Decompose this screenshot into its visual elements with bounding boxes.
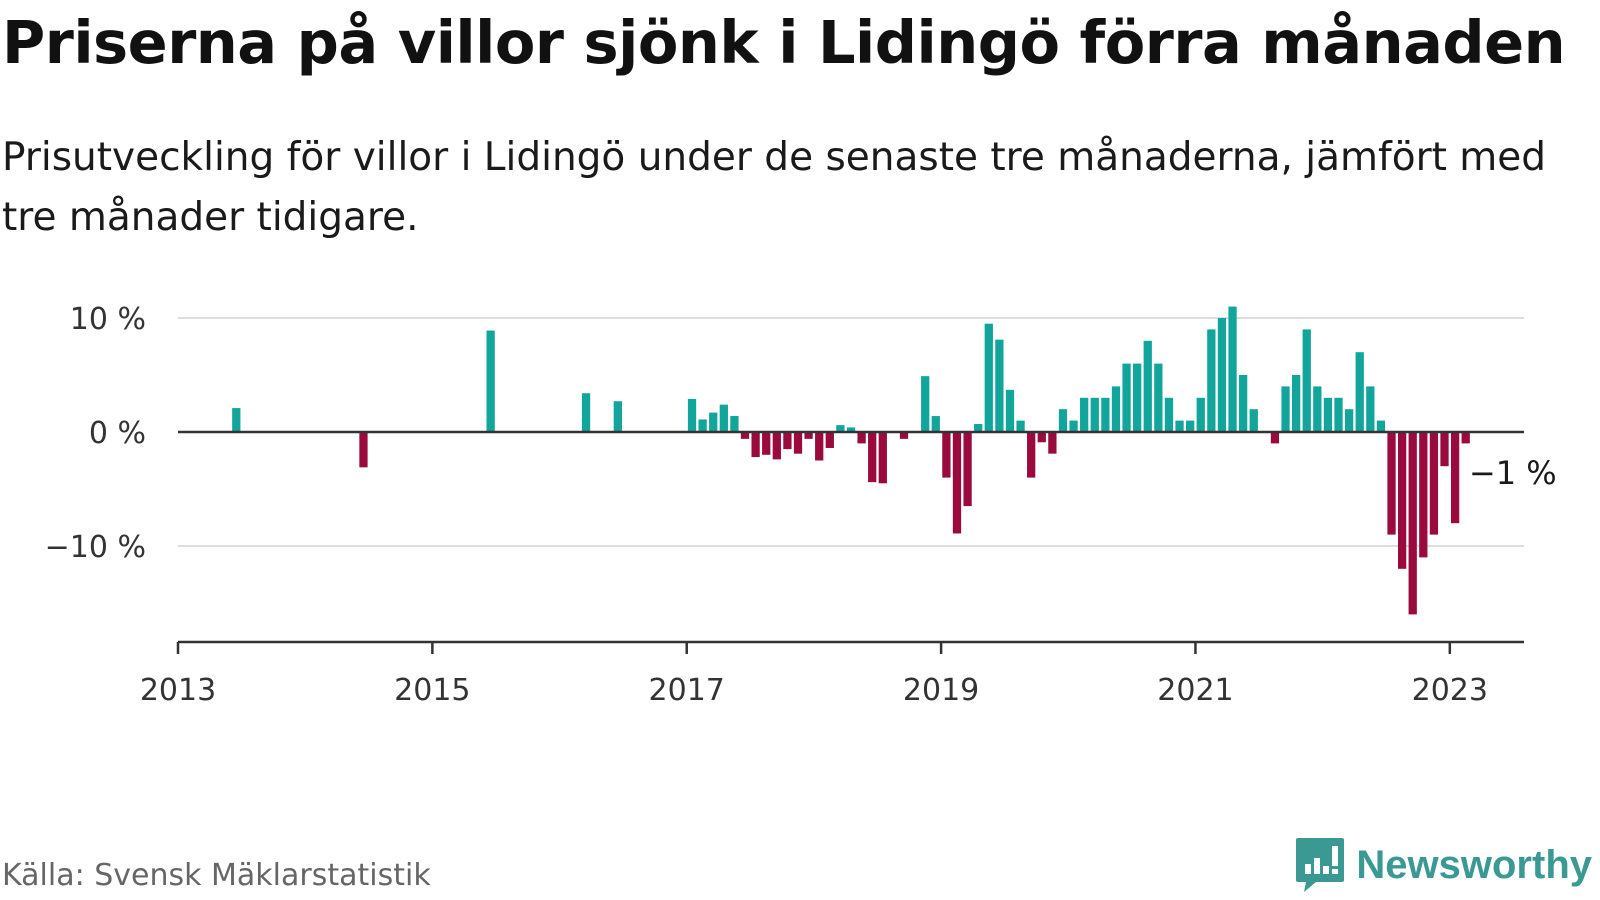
bar <box>963 432 972 507</box>
axes <box>176 430 1524 654</box>
bar <box>1037 432 1046 443</box>
bar <box>1313 386 1322 432</box>
bar <box>359 432 368 468</box>
bar <box>783 432 792 450</box>
bar <box>974 424 983 432</box>
x-tick-label: 2015 <box>394 673 470 708</box>
bar <box>1111 386 1121 432</box>
bar <box>762 432 771 455</box>
bar <box>1440 432 1449 467</box>
newsworthy-logo-icon <box>1296 838 1345 892</box>
bar <box>1355 352 1364 432</box>
bar <box>942 432 951 478</box>
bar <box>772 432 781 460</box>
bar <box>1122 363 1131 432</box>
chart-subtitle: Prisutveckling för villor i Lidingö unde… <box>2 135 1547 240</box>
bar <box>1249 409 1258 432</box>
bar <box>1387 432 1396 535</box>
y-tick-label: 0 % <box>89 416 146 451</box>
bar <box>1302 329 1311 432</box>
last-value-annotation: −1 % <box>1469 454 1557 492</box>
bar <box>1069 420 1078 432</box>
bar <box>931 416 940 432</box>
bar <box>613 401 622 432</box>
bar <box>1334 397 1343 432</box>
x-tick-label: 2017 <box>649 673 725 708</box>
x-tick-label: 2013 <box>140 673 216 708</box>
bar <box>857 432 866 444</box>
brand-name: Newsworthy <box>1356 842 1592 887</box>
bar <box>868 432 877 483</box>
bar <box>1376 420 1386 432</box>
bar <box>687 398 697 432</box>
bar <box>1344 409 1354 432</box>
bars <box>232 306 1470 615</box>
bar <box>709 412 718 432</box>
x-tick-label: 2021 <box>1157 673 1233 708</box>
bar <box>846 427 856 432</box>
bar <box>1239 375 1248 432</box>
y-tick-label: 10 % <box>70 302 146 337</box>
bar <box>984 323 993 432</box>
bar <box>1270 432 1280 444</box>
bar-chart: 10 % 0 % −10 % 2013 2015 2017 2019 2021 2023 −1 % <box>44 302 1561 708</box>
source-note: Källa: Svensk Mäklarstatistik <box>2 858 431 893</box>
bar <box>719 404 728 432</box>
bar <box>1419 432 1428 558</box>
bar <box>995 339 1004 432</box>
bar <box>1154 363 1163 432</box>
bar <box>1366 386 1375 432</box>
bar <box>921 376 930 432</box>
bar <box>740 432 750 439</box>
bar <box>730 416 739 432</box>
x-tick-label: 2023 <box>1412 673 1488 708</box>
chart-title: Priserna på villor sjönk i Lidingö förra… <box>2 8 1566 77</box>
bar <box>1143 340 1152 432</box>
bar <box>1450 432 1460 524</box>
bar <box>1196 397 1205 432</box>
bar <box>1408 432 1417 615</box>
bar <box>1164 397 1174 432</box>
bar <box>1281 386 1290 432</box>
bar <box>1429 432 1439 535</box>
bar <box>751 432 760 458</box>
bar <box>836 425 845 432</box>
bar <box>952 432 962 534</box>
bar <box>1207 329 1216 432</box>
bar <box>825 432 834 448</box>
bar <box>1461 432 1470 444</box>
bar <box>1175 420 1184 432</box>
bar <box>1058 409 1068 432</box>
bar <box>815 432 824 461</box>
bar <box>1397 432 1407 569</box>
bar <box>1027 432 1036 478</box>
bar <box>698 419 707 432</box>
bar <box>878 432 887 484</box>
bar <box>1133 363 1142 432</box>
bar <box>1090 397 1099 432</box>
bar <box>793 432 803 454</box>
bar <box>1292 375 1301 432</box>
bar <box>1217 318 1227 432</box>
bar <box>1186 420 1195 432</box>
labels: 10 % 0 % −10 % 2013 2015 2017 2019 2021 2023 −1 % <box>45 302 1561 708</box>
bar <box>1016 420 1025 432</box>
y-tick-label: −10 % <box>45 530 146 565</box>
bar <box>1080 397 1089 432</box>
bar <box>1101 397 1110 432</box>
bar <box>804 432 813 439</box>
x-tick-label: 2019 <box>903 673 979 708</box>
brand: Newsworthy <box>1294 836 1592 894</box>
bar <box>899 432 909 439</box>
bar <box>1323 397 1333 432</box>
bar <box>486 330 495 432</box>
bar <box>1005 389 1015 432</box>
bar <box>1228 306 1237 432</box>
bar <box>232 408 241 432</box>
bar <box>581 393 591 432</box>
gridlines <box>178 317 1524 547</box>
bar <box>1048 432 1057 454</box>
